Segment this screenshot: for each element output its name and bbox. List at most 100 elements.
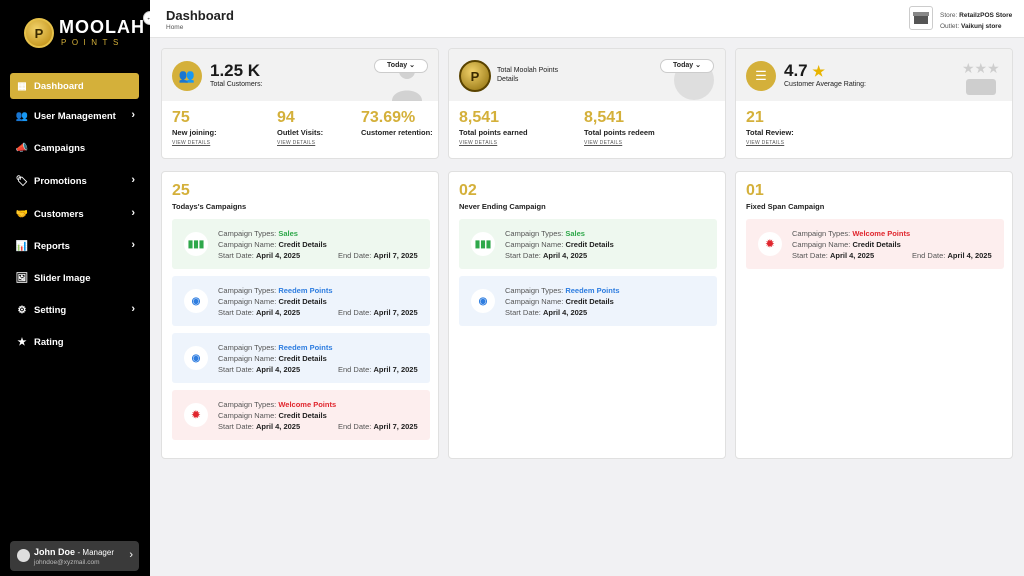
sidebar-item-rating[interactable]: ★ Rating [10, 329, 139, 355]
campaign-count: 25 [172, 182, 190, 199]
campaign-type: Reedem Points [565, 286, 620, 295]
svg-text:★★★: ★★★ [962, 60, 1000, 76]
customers-card: 👥 1.25 K Total Customers: Today ⌄ 75 New … [161, 48, 439, 159]
chevron-right-icon: › [131, 174, 135, 186]
sales-chart-icon: ▮▮▮ [471, 232, 495, 256]
brand-tag: POINTS [61, 38, 124, 47]
campaign-item[interactable]: ✹ Campaign Types: Welcome Points Campaign … [172, 390, 430, 440]
campaign-item[interactable]: ✹ Campaign Types: Welcome Points Campaign … [746, 219, 1004, 269]
chevron-right-icon: › [131, 109, 135, 121]
sales-chart-icon: ▮▮▮ [184, 232, 208, 256]
campaign-start-date: April 4, 2025 [255, 422, 301, 431]
user-profile-card[interactable]: John Doe - Manager johndoe@xyzmail.com › [10, 541, 139, 571]
sidebar-item-slider-image[interactable]: 🖼 Slider Image [10, 265, 139, 291]
campaign-start-date: April 4, 2025 [829, 251, 875, 260]
users-icon: 👥 [172, 61, 202, 91]
todays-campaigns-card: 25 Todays's Campaigns ▮▮▮ Campaign Types: S… [161, 171, 439, 459]
rating-card: ★★★ ☰ 4.7 ★ Customer Average Rating: 21 T… [735, 48, 1013, 159]
sidebar-item-user-management[interactable]: 👥 User Management › [10, 103, 139, 129]
new-joining-stat: 75 New joining: VIEW DETAILS [172, 109, 217, 146]
sidebar-item-label: Customers [34, 208, 84, 220]
sidebar: P MOOLAH POINTS ▦ Dashboard 👥 User Manageme… [0, 0, 150, 576]
redeem-coins-icon: ◉ [184, 289, 208, 313]
sidebar-item-reports[interactable]: 📊 Reports › [10, 233, 139, 259]
redeem-coins-icon: ◉ [471, 289, 495, 313]
campaign-item[interactable]: ▮▮▮ Campaign Types: Sales Campaign Name: C… [172, 219, 430, 269]
chevron-right-icon: › [131, 303, 135, 315]
campaign-item[interactable]: ◉ Campaign Types: Reedem Points Campaign N… [459, 276, 717, 326]
sidebar-item-setting[interactable]: ⚙ Setting › [10, 297, 139, 323]
campaign-item[interactable]: ▮▮▮ Campaign Types: Sales Campaign Name: C… [459, 219, 717, 269]
campaign-type: Sales [278, 229, 298, 238]
moolah-logo[interactable]: P MOOLAH POINTS [24, 16, 144, 50]
campaign-item[interactable]: ◉ Campaign Types: Reedem Points Campaign N… [172, 276, 430, 326]
points-label-details: Details [497, 76, 519, 83]
sidebar-item-customers[interactable]: 🤝 Customers › [10, 201, 139, 227]
sidebar-item-campaigns[interactable]: 📣 Campaigns [10, 135, 139, 161]
campaign-name: Credit Details [278, 354, 327, 363]
campaign-end-date: April 7, 2025 [373, 365, 418, 374]
chevron-right-icon: › [131, 239, 135, 251]
campaign-name: Credit Details [278, 240, 327, 249]
view-details-link[interactable]: VIEW DETAILS [277, 140, 316, 146]
outlet-visits-stat: 94 Outlet Visits: VIEW DETAILS [277, 109, 324, 146]
never-ending-campaign-card: 02 Never Ending Campaign ▮▮▮ Campaign Types… [448, 171, 726, 459]
campaign-group-title: Fixed Span Campaign [746, 202, 825, 211]
campaign-item[interactable]: ◉ Campaign Types: Reedem Points Campaign N… [172, 333, 430, 383]
view-details-link[interactable]: VIEW DETAILS [746, 140, 785, 146]
view-details-link[interactable]: VIEW DETAILS [459, 140, 498, 146]
sidebar-item-label: Promotions [34, 175, 87, 187]
campaign-type: Sales [565, 229, 585, 238]
sidebar-item-label: User Management [34, 110, 116, 122]
chevron-right-icon: › [131, 207, 135, 219]
campaign-type: Welcome Points [278, 400, 337, 409]
grid-icon: ▦ [17, 80, 27, 92]
users-icon: 👥 [15, 110, 29, 122]
store-info[interactable]: Store: RetailzPOS Store Outlet: Vaikunj … [940, 12, 1013, 30]
campaign-count: 02 [459, 182, 477, 199]
campaign-name: Credit Details [278, 411, 327, 420]
handshake-icon: 🤝 [15, 208, 29, 220]
star-icon: ★ [812, 63, 825, 79]
user-role: - Manager [77, 548, 114, 557]
sidebar-item-promotions[interactable]: 🏷 Promotions › [10, 168, 139, 194]
campaign-start-date: April 4, 2025 [255, 308, 301, 317]
average-rating-value: 4.7 [784, 61, 808, 80]
campaign-name: Credit Details [278, 297, 327, 306]
moolah-points-card: P Total Moolah Points Details Today ⌄ 8,… [448, 48, 726, 159]
sidebar-item-label: Rating [34, 336, 64, 348]
redeem-coins-icon: ◉ [184, 346, 208, 370]
points-period-dropdown[interactable]: Today ⌄ [660, 59, 714, 73]
welcome-badge-icon: ✹ [184, 403, 208, 427]
welcome-badge-icon: ✹ [758, 232, 782, 256]
customers-period-dropdown[interactable]: Today ⌄ [374, 59, 428, 73]
campaign-start-date: April 4, 2025 [542, 308, 588, 317]
breadcrumb[interactable]: Home [166, 24, 184, 31]
campaign-group-title: Todays's Campaigns [172, 202, 247, 211]
bar-chart-icon: 📊 [15, 240, 29, 252]
campaign-end-date: April 7, 2025 [373, 251, 418, 260]
total-review-stat: 21 Total Review: VIEW DETAILS [746, 109, 794, 146]
campaign-end-date: April 7, 2025 [373, 422, 418, 431]
avatar-icon [17, 549, 30, 562]
points-label: Total Moolah Points [497, 67, 559, 74]
campaign-start-date: April 4, 2025 [255, 365, 301, 374]
total-customers-label: Total Customers: [210, 81, 263, 88]
campaign-name: Credit Details [852, 240, 901, 249]
points-redeem-stat: 8,541 Total points redeem VIEW DETAILS [584, 109, 655, 146]
campaign-start-date: April 4, 2025 [255, 251, 301, 260]
sidebar-item-label: Setting [34, 304, 67, 316]
store-icon[interactable] [909, 6, 933, 30]
user-email: johndoe@xyzmail.com [34, 559, 100, 566]
top-bar: Dashboard Home Store: RetailzPOS Store O… [150, 0, 1024, 38]
page-title: Dashboard [166, 8, 234, 23]
view-details-link[interactable]: VIEW DETAILS [584, 140, 623, 146]
view-details-link[interactable]: VIEW DETAILS [172, 140, 211, 146]
image-icon: 🖼 [15, 272, 29, 284]
sidebar-item-label: Slider Image [34, 272, 91, 284]
campaign-end-date: April 7, 2025 [373, 308, 418, 317]
rating-badge-icon: ☰ [746, 61, 776, 91]
sidebar-item-dashboard[interactable]: ▦ Dashboard [10, 73, 139, 99]
review-watermark-icon: ★★★ [962, 60, 1000, 95]
campaign-name: Credit Details [565, 240, 614, 249]
